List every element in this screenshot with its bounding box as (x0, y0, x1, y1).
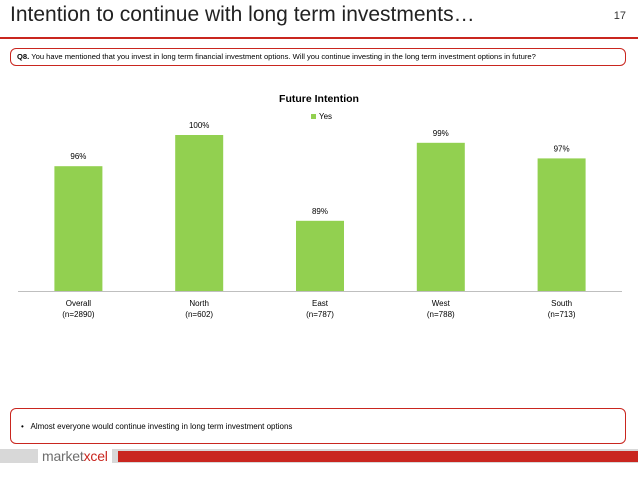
data-label: 97% (554, 144, 570, 153)
chart-title: Future Intention (279, 93, 359, 105)
category-label: Overall (66, 299, 92, 308)
chart-legend: Yes (311, 112, 332, 121)
category-label: North (189, 299, 209, 308)
bar-south (537, 158, 586, 291)
bar-north (175, 135, 224, 291)
bar-overall (54, 166, 103, 291)
logo-part-market: market (42, 448, 84, 464)
title-divider (0, 37, 638, 39)
sample-size-label: (n=713) (548, 310, 576, 319)
sample-size-label: (n=788) (427, 310, 455, 319)
summary-bullet: • (21, 422, 24, 431)
question-label: Q8. (17, 52, 30, 61)
question-box: Q8. You have mentioned that you invest i… (10, 48, 626, 66)
category-label: South (551, 299, 572, 308)
logo-part-xcel: xcel (83, 448, 108, 464)
data-label: 100% (189, 121, 209, 130)
footer-red-band (118, 451, 638, 462)
bar-east (296, 220, 344, 291)
summary-box: • Almost everyone would continue investi… (10, 408, 626, 444)
sample-size-label: (n=2890) (62, 310, 95, 319)
data-label: 89% (312, 207, 328, 216)
sample-size-label: (n=602) (185, 310, 213, 319)
legend-swatch (311, 114, 316, 119)
legend-label: Yes (319, 112, 333, 121)
marketxcel-logo: marketxcel (38, 448, 112, 464)
data-label: 96% (70, 152, 86, 161)
category-label: East (312, 299, 329, 308)
slide-title: Intention to continue with long term inv… (10, 3, 475, 26)
question-text: You have mentioned that you invest in lo… (29, 52, 536, 61)
data-label: 99% (433, 129, 449, 138)
page-number: 17 (613, 10, 626, 22)
bar-chart: 96% Overall (n=2890) 100% North (n=602) 89% Eas… (18, 121, 622, 319)
bar-west (416, 142, 465, 291)
sample-size-label: (n=787) (306, 310, 334, 319)
summary-text: Almost everyone would continue investing… (30, 422, 293, 431)
category-label: West (432, 299, 451, 308)
